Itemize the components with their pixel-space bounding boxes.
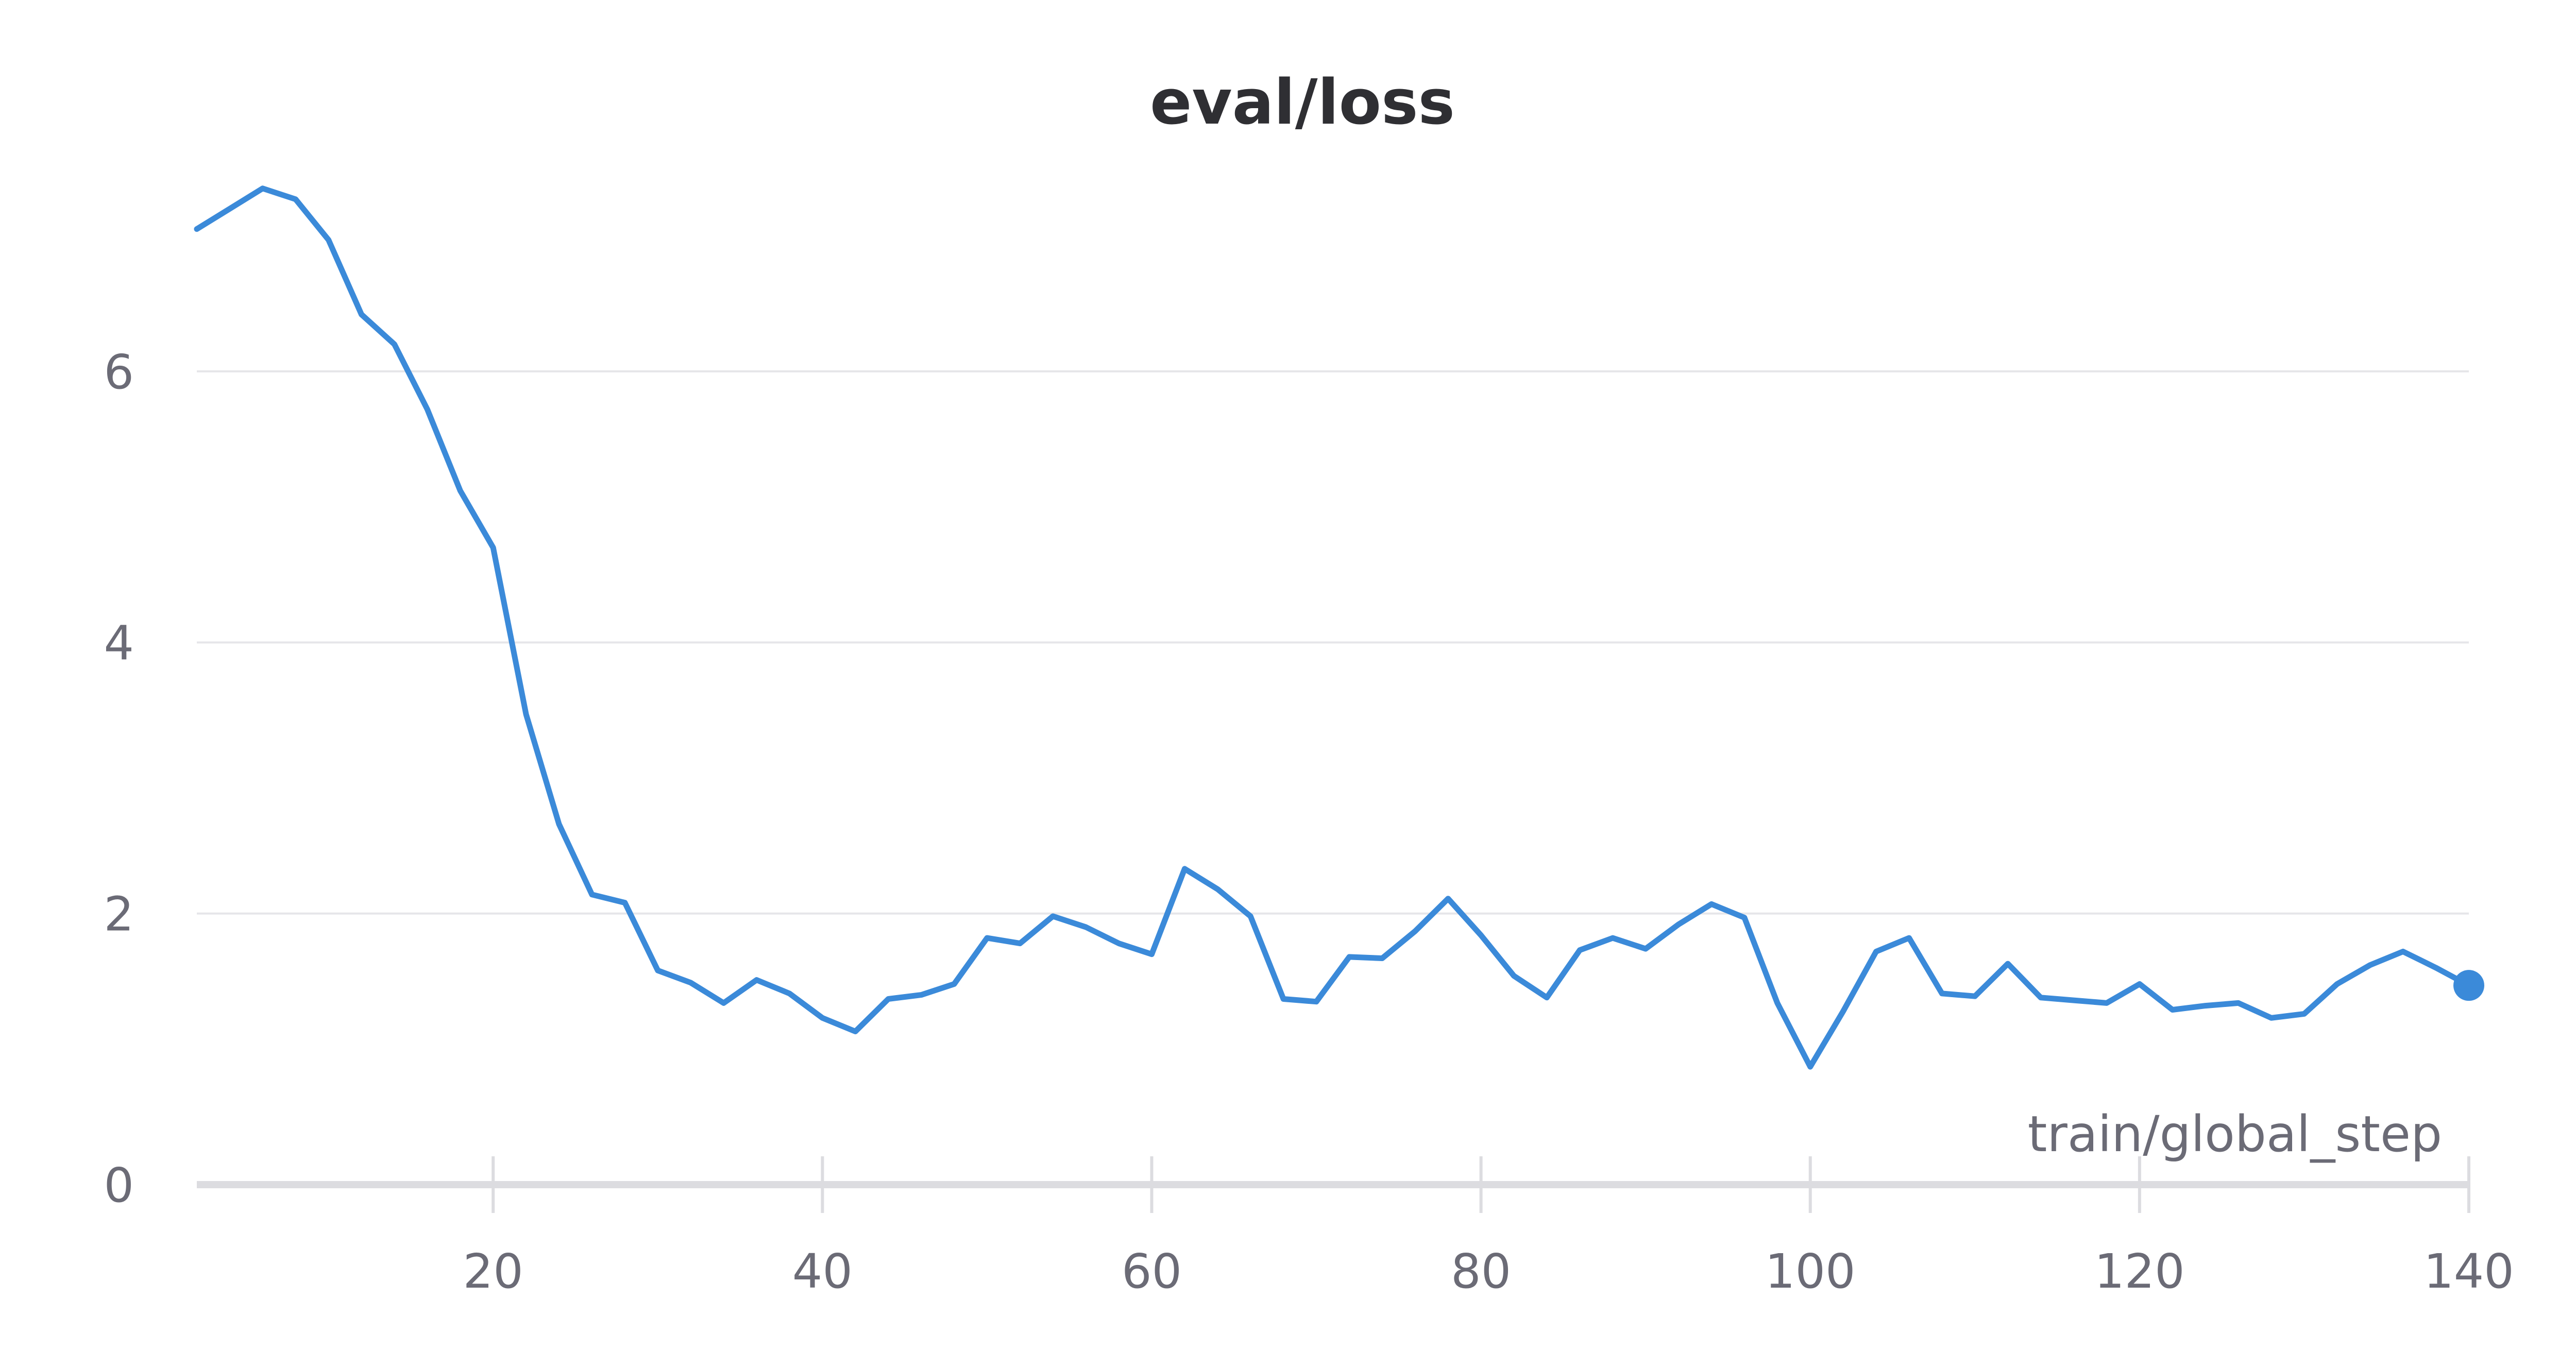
x-tick-label-80: 80 (1451, 1244, 1511, 1299)
y-tick-label-4: 4 (104, 615, 134, 671)
x-tick-label-140: 140 (2424, 1244, 2514, 1299)
series-layer (194, 185, 2484, 1070)
x-tick-label-20: 20 (463, 1244, 523, 1299)
y-tick-label-6: 6 (104, 345, 134, 400)
x-tick-label-100: 100 (1765, 1244, 1856, 1299)
x-tick-label-60: 60 (1122, 1244, 1182, 1299)
gridlines (197, 370, 2469, 915)
x-axis-ticks: 20 40 60 80 100 120 140 (463, 1156, 2514, 1299)
y-tick-label-2: 2 (104, 887, 134, 942)
chart-title: eval/loss (1150, 67, 1455, 139)
x-tick-label-40: 40 (792, 1244, 853, 1299)
y-axis-ticks: 0 2 4 6 (104, 345, 134, 1213)
series-line-0 (194, 185, 2472, 1070)
y-tick-label-0: 0 (104, 1158, 134, 1213)
x-tick-label-120: 120 (2094, 1244, 2185, 1299)
last-point-marker (2453, 970, 2484, 1001)
x-axis-label: train/global_step (2028, 1105, 2442, 1163)
